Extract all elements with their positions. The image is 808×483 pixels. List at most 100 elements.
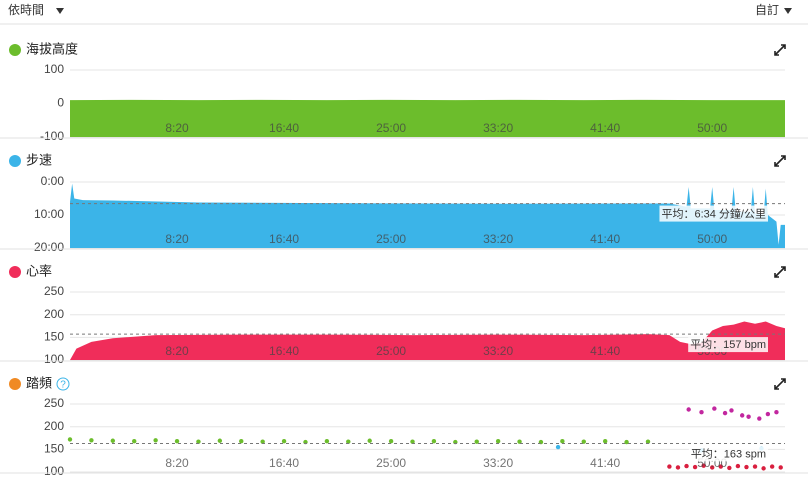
point — [388, 439, 394, 444]
x-tick-label: 8:20 — [165, 456, 189, 470]
expand-icon[interactable] — [774, 155, 786, 167]
expand-icon[interactable] — [774, 378, 786, 390]
point — [217, 438, 223, 443]
x-tick-label: 25:00 — [376, 344, 406, 358]
point — [110, 438, 116, 443]
area — [70, 183, 785, 248]
point — [712, 406, 717, 411]
point — [722, 410, 728, 416]
point — [744, 464, 749, 470]
y-tick-label: 150 — [44, 330, 64, 344]
point — [560, 439, 565, 444]
y-tick-label: -100 — [40, 129, 64, 143]
point — [710, 465, 715, 470]
point — [675, 465, 681, 470]
dropdown-arrow[interactable] — [784, 8, 792, 14]
x-tick-label: 8:20 — [165, 344, 189, 358]
point — [667, 464, 672, 469]
average-label: 平均：163 spm — [691, 447, 766, 460]
view-selector[interactable]: 依時間 — [8, 2, 44, 17]
y-tick-label: 250 — [44, 284, 64, 298]
chart-title: 心率 — [26, 263, 52, 278]
point — [581, 439, 586, 444]
point — [495, 439, 501, 444]
x-tick-label: 41:40 — [590, 456, 620, 470]
x-tick-label: 33:20 — [483, 121, 513, 135]
x-tick-label: 33:20 — [483, 232, 513, 246]
point — [324, 439, 330, 444]
y-tick-label: 200 — [44, 307, 64, 321]
legend-dot — [9, 44, 21, 56]
x-tick-label: 33:20 — [483, 456, 513, 470]
average-label: 平均：157 bpm — [690, 338, 766, 351]
point — [686, 407, 691, 412]
point — [410, 439, 415, 444]
expand-icon[interactable] — [774, 44, 786, 56]
point — [746, 414, 751, 419]
point — [769, 464, 775, 469]
y-tick-label: 200 — [44, 419, 64, 433]
y-tick-label: 10:00 — [34, 207, 64, 221]
point — [684, 463, 689, 469]
x-tick-label: 16:40 — [269, 456, 299, 470]
point — [624, 439, 629, 445]
chart-title: 海拔高度 — [26, 41, 78, 56]
help-icon-text[interactable]: ? — [60, 380, 66, 391]
x-tick-label: 16:40 — [269, 344, 299, 358]
point — [727, 465, 732, 471]
point — [474, 439, 479, 444]
legend-dot — [9, 266, 21, 278]
x-tick-label: 41:40 — [590, 232, 620, 246]
chart-title: 步速 — [26, 152, 52, 167]
point — [739, 413, 745, 418]
point — [346, 439, 351, 444]
x-tick-label: 50:00 — [697, 232, 727, 246]
y-tick-label: 100 — [44, 352, 64, 366]
point — [602, 439, 608, 444]
point — [645, 439, 651, 444]
legend-dot — [9, 155, 21, 167]
area — [70, 99, 785, 137]
point — [757, 416, 762, 421]
help-icon[interactable] — [56, 377, 70, 391]
average-label-bg — [659, 205, 768, 222]
custom-selector[interactable]: 自訂 — [755, 2, 779, 17]
legend-dot — [9, 378, 21, 390]
point — [367, 438, 372, 443]
average-label-bg — [688, 337, 768, 353]
y-tick-label: 100 — [44, 464, 64, 478]
point — [239, 439, 244, 444]
x-tick-label: 8:20 — [165, 232, 189, 246]
point — [431, 439, 437, 444]
x-tick-label: 25:00 — [376, 456, 406, 470]
x-tick-label: 25:00 — [376, 232, 406, 246]
x-tick-label: 25:00 — [376, 121, 406, 135]
point — [555, 444, 561, 450]
point — [778, 465, 783, 470]
point — [774, 410, 779, 415]
point — [699, 410, 704, 415]
point — [718, 464, 723, 469]
point — [517, 439, 522, 444]
area — [70, 321, 785, 360]
point — [701, 463, 706, 468]
point — [153, 438, 158, 443]
point — [260, 439, 265, 444]
point — [132, 439, 137, 444]
y-tick-label: 0 — [57, 96, 64, 110]
average-label-bg — [688, 446, 768, 462]
chart-title: 踏頻 — [26, 375, 52, 390]
y-tick-label: 0:00 — [41, 174, 65, 188]
x-tick-label: 50:00 — [697, 121, 727, 135]
dropdown-arrow[interactable] — [56, 8, 64, 14]
point — [196, 439, 201, 444]
x-tick-label: 33:20 — [483, 344, 513, 358]
point — [174, 439, 180, 444]
expand-icon[interactable] — [774, 266, 786, 278]
point — [281, 439, 287, 444]
point — [692, 464, 698, 470]
point — [89, 438, 94, 443]
point — [765, 411, 771, 417]
x-tick-label: 8:20 — [165, 121, 189, 135]
